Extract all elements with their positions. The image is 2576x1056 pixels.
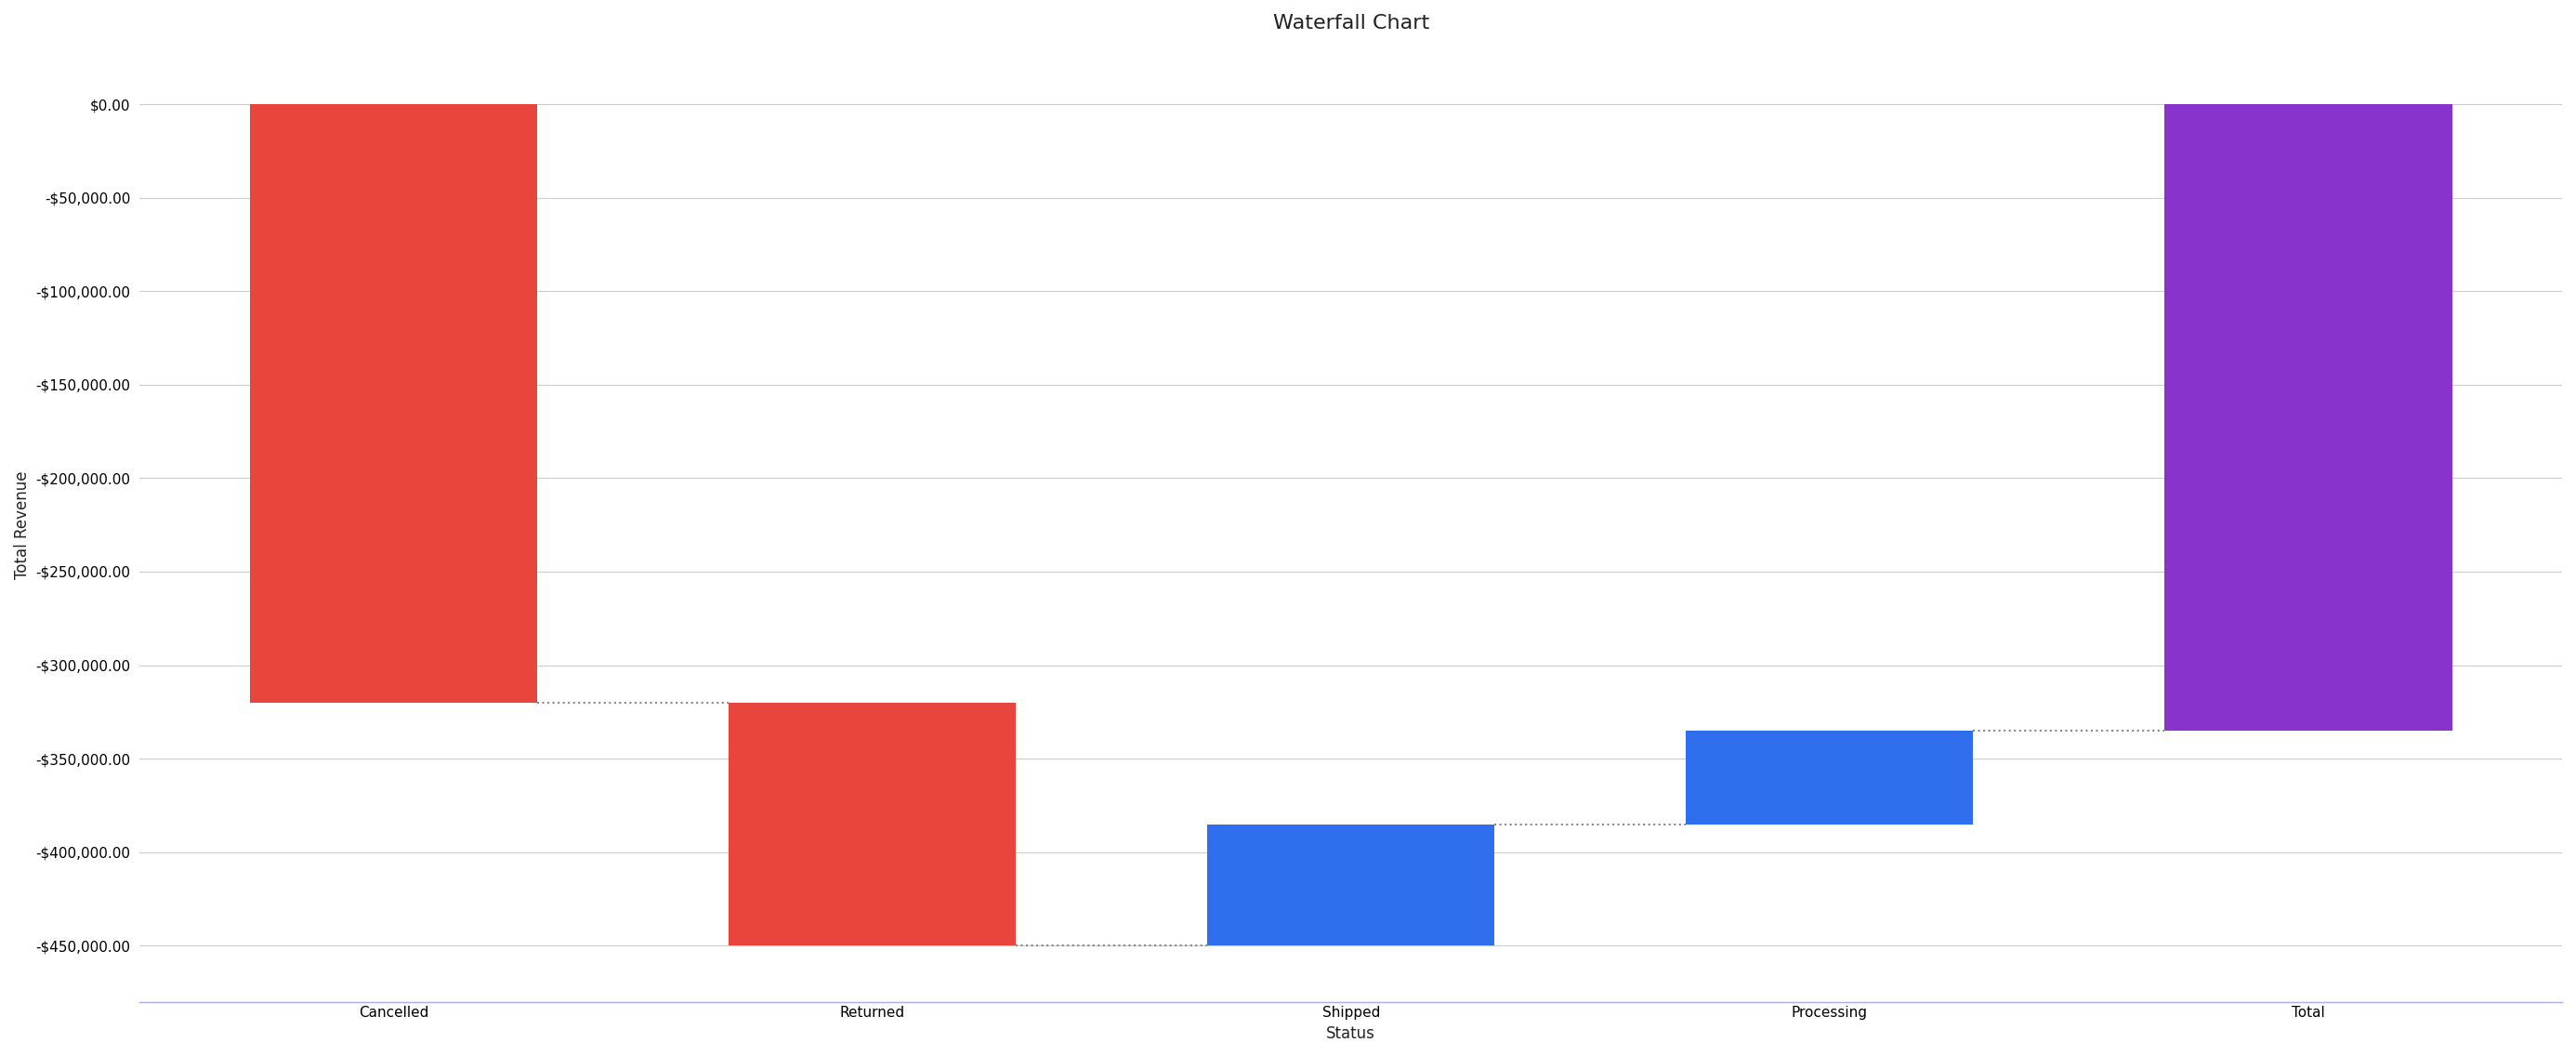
Bar: [250, 105, 538, 702]
Bar: [729, 702, 1015, 945]
Title: Waterfall Chart: Waterfall Chart: [1273, 14, 1430, 33]
Y-axis label: Total Revenue: Total Revenue: [13, 471, 31, 579]
Bar: [2164, 105, 2452, 731]
Bar: [1208, 824, 1494, 945]
Bar: [1687, 731, 1973, 824]
X-axis label: Status: Status: [1327, 1025, 1376, 1042]
